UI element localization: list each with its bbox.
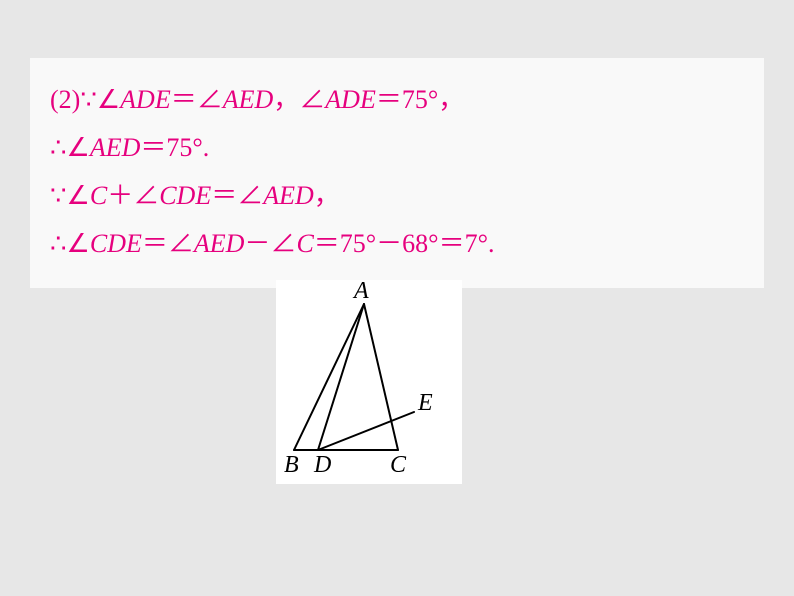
- l4a: ∴∠: [50, 229, 90, 258]
- triangle-figure: A B C D E: [276, 280, 462, 484]
- figure-svg: A B C D E: [276, 280, 462, 484]
- figure-lines: [294, 304, 414, 450]
- l4e: －∠: [244, 229, 296, 258]
- svg-text:B: B: [284, 452, 299, 478]
- line-2: ∴∠AED＝75°.: [50, 124, 744, 172]
- l1d: AED: [223, 85, 274, 114]
- svg-text:C: C: [390, 452, 407, 478]
- l3a: ∵∠: [50, 181, 90, 210]
- l4g: ＝75°－68°＝7°.: [314, 229, 495, 258]
- l2a: ∴∠: [50, 133, 90, 162]
- l3e: ＝∠: [211, 181, 263, 210]
- line-1: (2)∵∠ADE＝∠AED，∠ADE＝75°，: [50, 76, 744, 124]
- l4f: C: [296, 229, 313, 258]
- l1e: ，∠: [273, 85, 325, 114]
- l3g: ，: [314, 181, 340, 210]
- l1g: ＝75°，: [376, 85, 464, 114]
- l1b: ADE: [120, 85, 171, 114]
- l4b: CDE: [90, 229, 142, 258]
- l2b: AED: [90, 133, 141, 162]
- svg-text:A: A: [352, 280, 369, 304]
- svg-text:D: D: [313, 452, 331, 478]
- line-3: ∵∠C＋∠CDE＝∠AED，: [50, 172, 744, 220]
- l3d: CDE: [159, 181, 211, 210]
- l4d: AED: [194, 229, 245, 258]
- figure-labels: A B C D E: [284, 280, 433, 478]
- l3b: C: [90, 181, 107, 210]
- l1a: (2)∵∠: [50, 85, 120, 114]
- l1c: ＝∠: [171, 85, 223, 114]
- l1f: ADE: [325, 85, 376, 114]
- svg-text:E: E: [417, 390, 433, 416]
- l3c: ＋∠: [107, 181, 159, 210]
- solution-text: (2)∵∠ADE＝∠AED，∠ADE＝75°， ∴∠AED＝75°. ∵∠C＋∠…: [30, 58, 764, 288]
- l4c: ＝∠: [142, 229, 194, 258]
- l3f: AED: [263, 181, 314, 210]
- l2c: ＝75°.: [140, 133, 209, 162]
- line-4: ∴∠CDE＝∠AED－∠C＝75°－68°＝7°.: [50, 220, 744, 268]
